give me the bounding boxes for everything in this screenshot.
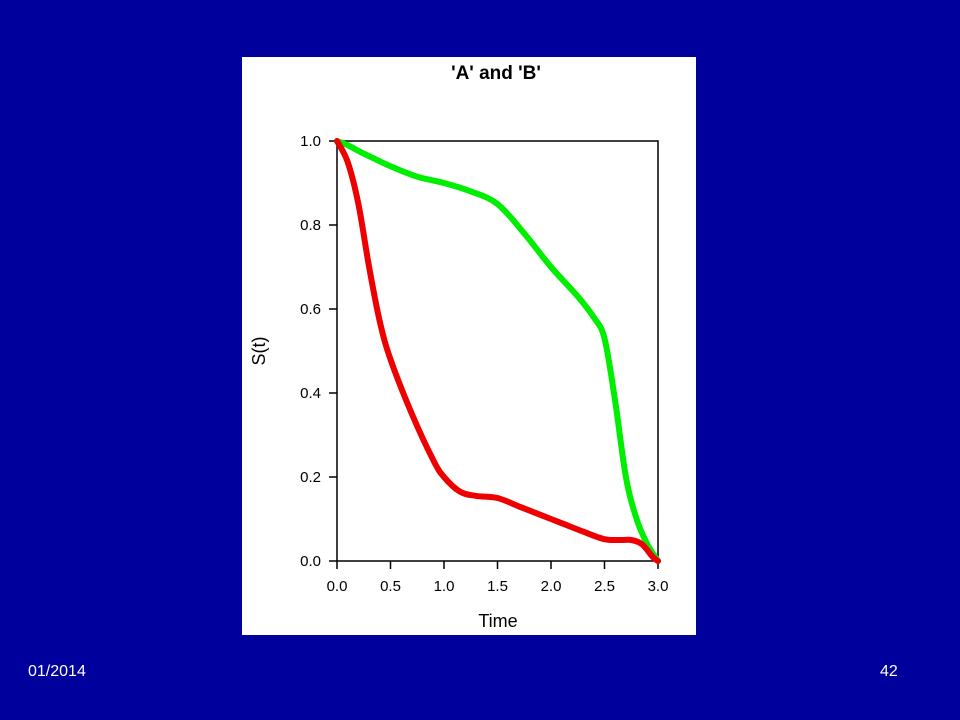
y-tick-label: 0.2 [300,469,321,486]
x-axis-label: Time [478,611,517,631]
x-tick-label: 3.0 [648,578,669,595]
y-axis-label: S(t) [249,337,269,366]
x-tick-label: 1.0 [434,578,455,595]
series-line-2 [334,138,661,564]
x-tick-label: 2.0 [541,578,562,595]
survival-chart: 'A' and 'B' 0.0 0.2 0.4 0.6 0.8 1.0 0.0 0.5 1.0… [249,63,669,631]
y-tick-label: 0.4 [300,385,321,402]
page-number: 42 [880,663,898,680]
series-line-1 [334,138,661,564]
footer-date: 01/2014 [28,663,86,680]
x-axis: 0.0 0.5 1.0 1.5 2.0 2.5 3.0 [327,561,669,595]
y-tick-label: 0.6 [300,301,321,318]
series-layer [334,138,661,564]
y-axis: 0.0 0.2 0.4 0.6 0.8 1.0 [300,133,337,570]
x-tick-label: 0.0 [327,578,348,595]
y-tick-label: 1.0 [300,133,321,150]
x-tick-label: 1.5 [487,578,508,595]
y-tick-label: 0.8 [300,217,321,234]
chart-title: 'A' and 'B' [451,63,541,84]
x-tick-label: 0.5 [380,578,401,595]
x-tick-label: 2.5 [594,578,615,595]
chart-panel: 'A' and 'B' 0.0 0.2 0.4 0.6 0.8 1.0 0.0 0.5 1.0… [242,57,696,635]
y-tick-label: 0.0 [300,553,321,570]
